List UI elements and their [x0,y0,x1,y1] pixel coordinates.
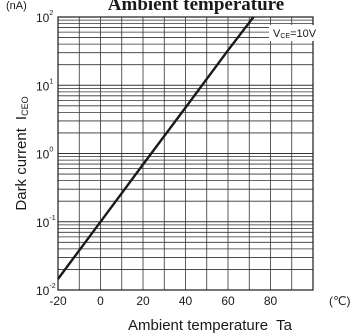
y-tick-base: 10 [36,216,50,230]
y-axis-title: Dark current ICEO [13,96,30,210]
x-tick-labels: -20 0 20 40 60 80 [49,294,277,308]
x-axis-title: Ambient temperature Ta [128,317,293,334]
y-tick-exponent: 2 [49,10,53,17]
y-tick-base: 10 [36,148,50,162]
y-tick-exponent: -2 [49,283,55,290]
y-unit-label: (nA) [6,0,27,12]
y-tick-label: 10-2 [36,283,56,298]
y-tick-exponent: -1 [49,215,55,222]
y-tick-base: 10 [36,11,50,25]
y-tick-base: 10 [36,284,50,298]
x-tick-label: 60 [221,294,235,308]
y-tick-exponent: 1 [49,78,53,85]
series-line [57,16,255,280]
grid [58,17,313,290]
plot-frame [57,16,314,291]
x-tick-label: -20 [49,294,67,308]
x-tick-label: 0 [97,294,104,308]
x-axis-title-text: Ambient temperature [128,317,268,334]
y-axis-title-subscript: CEO [20,96,30,116]
annotation-suffix: =10V [290,28,317,40]
y-tick-label: 10-1 [36,215,56,230]
y-tick-label: 102 [36,10,53,25]
series-layer [57,16,255,280]
annotation-prefix: V [273,28,281,40]
x-tick-label: 40 [179,294,193,308]
annotation-sub: CE [280,33,290,40]
x-unit-label: (℃) [329,294,350,308]
annotation-text: VCE=10V [273,28,317,40]
y-tick-label: 100 [36,147,53,162]
annotation-background [269,25,326,41]
x-tick-label: 80 [264,294,278,308]
x-axis-title-symbol: Ta [276,317,293,334]
x-tick-label: 20 [136,294,150,308]
y-tick-label: 101 [36,78,53,93]
y-tick-exponent: 0 [49,147,53,154]
vce-annotation: VCE=10V [269,25,326,41]
y-axis-title-text: Dark current [13,127,30,210]
y-tick-base: 10 [36,79,50,93]
y-axis-title-symbol: I [13,116,30,120]
chart-title: Ambient temperature [108,0,284,15]
